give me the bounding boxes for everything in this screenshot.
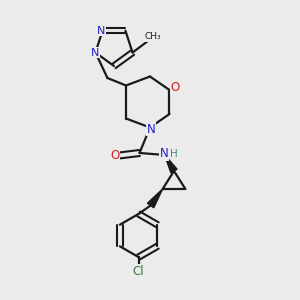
Text: CH₃: CH₃ [145,32,161,41]
Polygon shape [164,154,177,173]
Text: H: H [170,148,178,159]
Text: O: O [170,81,179,94]
Text: N: N [91,47,100,58]
Text: N: N [146,123,155,136]
Text: O: O [110,149,119,162]
Text: N: N [97,26,105,36]
Text: Cl: Cl [133,265,144,278]
Polygon shape [147,189,163,208]
Text: N: N [160,147,169,160]
